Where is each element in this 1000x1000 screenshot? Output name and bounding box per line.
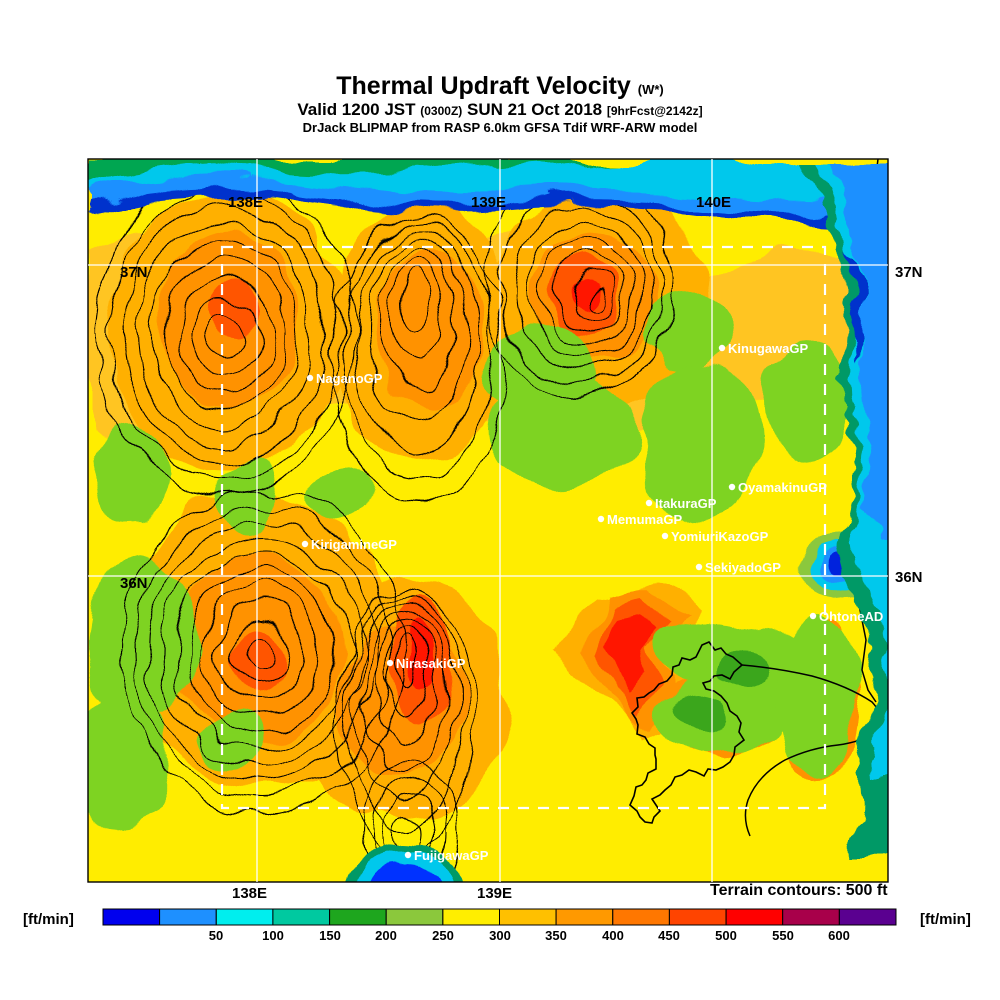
svg-text:200: 200 [375,928,397,943]
svg-text:139E: 139E [477,885,512,902]
svg-text:Thermal Updraft Velocity (W*): Thermal Updraft Velocity (W*) [336,72,663,100]
svg-text:139E: 139E [471,194,506,211]
svg-text:MemumaGP: MemumaGP [607,512,682,527]
svg-text:NaganoGP: NaganoGP [316,371,383,386]
svg-text:37N: 37N [895,264,923,281]
svg-text:[ft/min]: [ft/min] [23,911,74,928]
svg-text:450: 450 [658,928,680,943]
svg-text:600: 600 [828,928,850,943]
svg-text:138E: 138E [232,885,267,902]
svg-text:YomiuriKazoGP: YomiuriKazoGP [671,529,769,544]
svg-text:550: 550 [772,928,794,943]
svg-text:Terrain contours: 500 ft: Terrain contours: 500 ft [710,882,888,899]
svg-text:OyamakinuGP: OyamakinuGP [738,480,827,495]
svg-text:SekiyadoGP: SekiyadoGP [705,560,781,575]
svg-text:300: 300 [489,928,511,943]
svg-text:350: 350 [545,928,567,943]
svg-text:36N: 36N [895,569,923,586]
svg-text:FujigawaGP: FujigawaGP [414,848,489,863]
svg-text:[ft/min]: [ft/min] [920,911,971,928]
svg-text:KirigamineGP: KirigamineGP [311,537,397,552]
svg-text:400: 400 [602,928,624,943]
svg-text:OhtoneAD: OhtoneAD [819,609,883,624]
svg-text:KinugawaGP: KinugawaGP [728,341,809,356]
svg-text:36N: 36N [120,575,148,592]
svg-text:50: 50 [209,928,223,943]
svg-text:140E: 140E [696,194,731,211]
svg-text:ItakuraGP: ItakuraGP [655,496,717,511]
svg-text:DrJack BLIPMAP from RASP 6.0km: DrJack BLIPMAP from RASP 6.0km GFSA Tdif… [303,120,698,135]
svg-text:138E: 138E [228,194,263,211]
svg-text:37N: 37N [120,264,148,281]
svg-text:150: 150 [319,928,341,943]
svg-text:NirasakiGP: NirasakiGP [396,656,466,671]
svg-text:100: 100 [262,928,284,943]
svg-text:500: 500 [715,928,737,943]
svg-text:250: 250 [432,928,454,943]
